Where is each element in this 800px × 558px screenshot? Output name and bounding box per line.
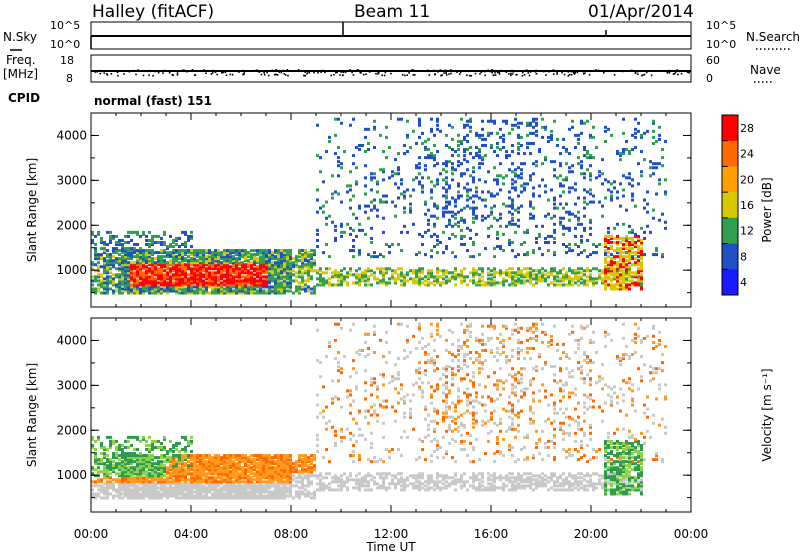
time-tick: 12:00 <box>374 527 409 541</box>
power-colorbar-segment <box>722 244 738 270</box>
freq-tick-top: 18 <box>60 54 74 67</box>
freq-panel: 18 8 Freq. [MHz] 60 0 Nave <box>3 53 781 85</box>
power-colorbar-tick: 28 <box>740 122 754 135</box>
cpid-text: normal (fast) 151 <box>94 94 212 108</box>
time-axis-label: Time UT <box>365 540 416 554</box>
velocity-colorbar-label: Velocity [m s⁻¹] <box>760 368 774 461</box>
time-tick: 08:00 <box>274 527 309 541</box>
nsearch-label: N.Search <box>746 30 800 44</box>
power-ytick: 3000 <box>56 173 87 187</box>
power-colorbar-tick: 20 <box>740 173 754 186</box>
freq-tick-bottom: 8 <box>66 72 73 85</box>
power-colorbar-segment <box>722 115 738 141</box>
freq-unit: [MHz] <box>3 67 38 81</box>
time-tick: 00:00 <box>74 527 109 541</box>
power-colorbar-tick: 8 <box>740 250 747 263</box>
nsky-tick-bottom: 10^0 <box>50 38 80 51</box>
time-tick: 16:00 <box>474 527 509 541</box>
time-tick: 20:00 <box>574 527 609 541</box>
power-colorbar-tick: 4 <box>740 276 747 289</box>
power-ytick: 4000 <box>56 128 87 142</box>
power-ytick: 1000 <box>56 263 87 277</box>
power-colorbar-tick: 24 <box>740 148 754 161</box>
power-colorbar-tick: 16 <box>740 199 754 212</box>
power-colorbar-segment <box>722 166 738 192</box>
station-title: Halley (fitACF) <box>92 2 214 22</box>
power-ylabel: Slant Range [km] <box>25 158 39 262</box>
velocity-ytick: 4000 <box>56 333 87 347</box>
nsky-tick-top: 10^5 <box>50 19 80 32</box>
freq-label: Freq. <box>6 53 36 67</box>
date-title: 01/Apr/2014 <box>588 2 694 22</box>
power-panel: 4000 3000 2000 1000 Slant Range [km] 28 24 20… <box>25 113 774 307</box>
beam-title: Beam 11 <box>354 2 430 22</box>
time-tick: 00:00 <box>674 527 709 541</box>
power-colorbar-label: Power [dB] <box>760 177 774 242</box>
power-colorbar-segment <box>722 192 738 218</box>
power-colorbar-segment <box>722 141 738 167</box>
power-colorbar-tick: 12 <box>740 225 754 238</box>
cpid-label: CPID <box>8 91 40 105</box>
nsky-label: N.Sky <box>3 30 37 44</box>
nave-tick-top: 60 <box>706 54 720 67</box>
power-colorbar-segment <box>722 269 738 295</box>
nsearch-tick-bottom: 10^0 <box>706 38 736 51</box>
nsky-panel: 10^5 10^0 N.Sky 10^5 10^0 N.Search <box>3 19 800 51</box>
velocity-ytick: 1000 <box>56 468 87 482</box>
power-colorbar-segment <box>722 218 738 244</box>
power-ytick: 2000 <box>56 218 87 232</box>
velocity-ytick: 3000 <box>56 378 87 392</box>
power-colorbar: 28 24 20 16 12 8 4 <box>722 115 754 296</box>
nsearch-tick-top: 10^5 <box>706 19 736 32</box>
time-tick: 04:00 <box>174 527 209 541</box>
velocity-ytick: 2000 <box>56 423 87 437</box>
velocity-ylabel: Slant Range [km] <box>25 363 39 467</box>
nave-label: Nave <box>750 63 781 77</box>
velocity-panel: 4000 3000 2000 1000 Slant Range [km] Veloci… <box>25 318 774 512</box>
nave-tick-bottom: 0 <box>706 72 713 85</box>
